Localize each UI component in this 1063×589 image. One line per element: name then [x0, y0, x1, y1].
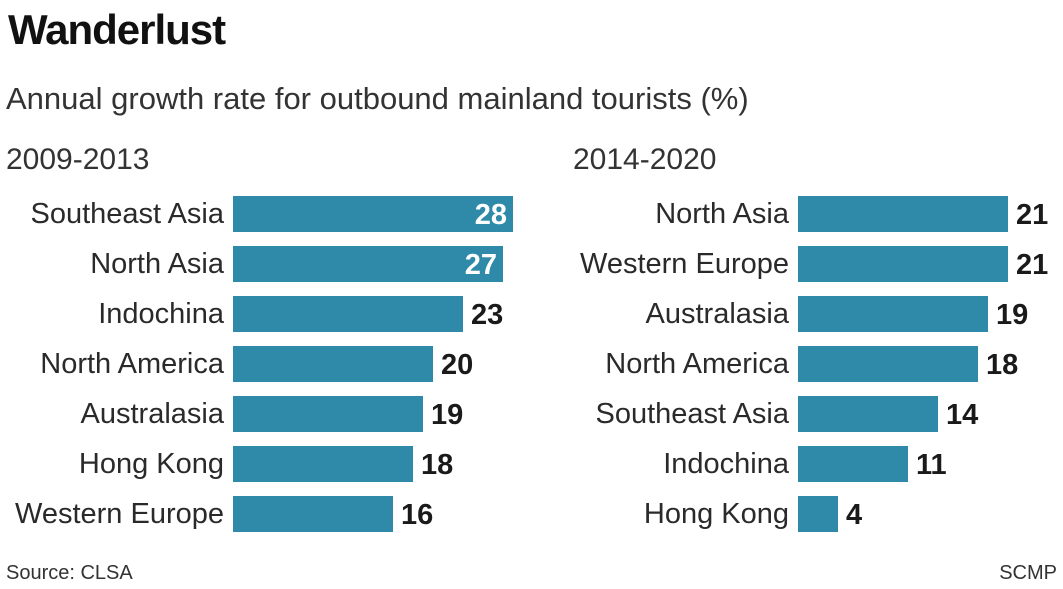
panel-title-2009-2013: 2009-2013: [6, 143, 150, 176]
panel-title-2014-2020: 2014-2020: [573, 143, 717, 176]
category-label-southeast-asia-2009-2013: Southeast Asia: [31, 198, 225, 230]
source-note: Source: CLSA: [6, 562, 133, 584]
chart-panel-2009-2013: Southeast Asia 28 North Asia 27 Indochina 23 N…: [15, 196, 513, 532]
value-label-north-asia-2014-2020: 21: [1016, 199, 1048, 231]
bar-north-america-2014-2020: [798, 346, 978, 382]
category-label-southeast-asia-2014-2020: Southeast Asia: [596, 398, 790, 430]
category-label-north-america-2014-2020: North America: [605, 348, 790, 380]
category-label-north-america-2009-2013: North America: [40, 348, 225, 380]
chart-subtitle: Annual growth rate for outbound mainland…: [6, 81, 749, 116]
bar-western-europe-2014-2020: [798, 246, 1008, 282]
value-label-hong-kong-2009-2013: 18: [421, 449, 453, 481]
value-label-western-europe-2009-2013: 16: [401, 499, 433, 531]
category-label-indochina-2009-2013: Indochina: [98, 298, 225, 330]
bar-north-asia-2014-2020: [798, 196, 1008, 232]
bar-north-america-2009-2013: [233, 346, 433, 382]
value-label-north-asia-2009-2013: 27: [465, 249, 497, 281]
category-label-hong-kong-2014-2020: Hong Kong: [644, 498, 789, 530]
value-label-southeast-asia-2014-2020: 14: [946, 399, 978, 431]
category-label-western-europe-2014-2020: Western Europe: [580, 248, 789, 280]
bar-western-europe-2009-2013: [233, 496, 393, 532]
category-label-indochina-2014-2020: Indochina: [663, 448, 790, 480]
credit-note: SCMP: [999, 562, 1057, 584]
category-label-australasia-2014-2020: Australasia: [646, 298, 790, 330]
bar-north-asia-2009-2013: [233, 246, 503, 282]
value-label-north-america-2009-2013: 20: [441, 349, 473, 381]
bar-hong-kong-2014-2020: [798, 496, 838, 532]
category-label-hong-kong-2009-2013: Hong Kong: [79, 448, 224, 480]
value-label-southeast-asia-2009-2013: 28: [475, 199, 507, 231]
category-label-western-europe-2009-2013: Western Europe: [15, 498, 224, 530]
value-label-australasia-2014-2020: 19: [996, 299, 1028, 331]
bar-australasia-2014-2020: [798, 296, 988, 332]
value-label-north-america-2014-2020: 18: [986, 349, 1018, 381]
category-label-north-asia-2014-2020: North Asia: [655, 198, 790, 230]
bar-southeast-asia-2009-2013: [233, 196, 513, 232]
bar-australasia-2009-2013: [233, 396, 423, 432]
category-label-australasia-2009-2013: Australasia: [81, 398, 225, 430]
category-label-north-asia-2009-2013: North Asia: [90, 248, 225, 280]
value-label-western-europe-2014-2020: 21: [1016, 249, 1048, 281]
bar-indochina-2009-2013: [233, 296, 463, 332]
value-label-indochina-2014-2020: 11: [916, 449, 947, 481]
bar-indochina-2014-2020: [798, 446, 908, 482]
bar-southeast-asia-2014-2020: [798, 396, 938, 432]
chart-panel-2014-2020: North Asia 21 Western Europe 21 Australasia 1…: [580, 196, 1048, 532]
chart-title: Wanderlust: [8, 6, 226, 53]
value-label-australasia-2009-2013: 19: [431, 399, 463, 431]
value-label-hong-kong-2014-2020: 4: [846, 499, 862, 531]
value-label-indochina-2009-2013: 23: [471, 299, 503, 331]
bar-hong-kong-2009-2013: [233, 446, 413, 482]
